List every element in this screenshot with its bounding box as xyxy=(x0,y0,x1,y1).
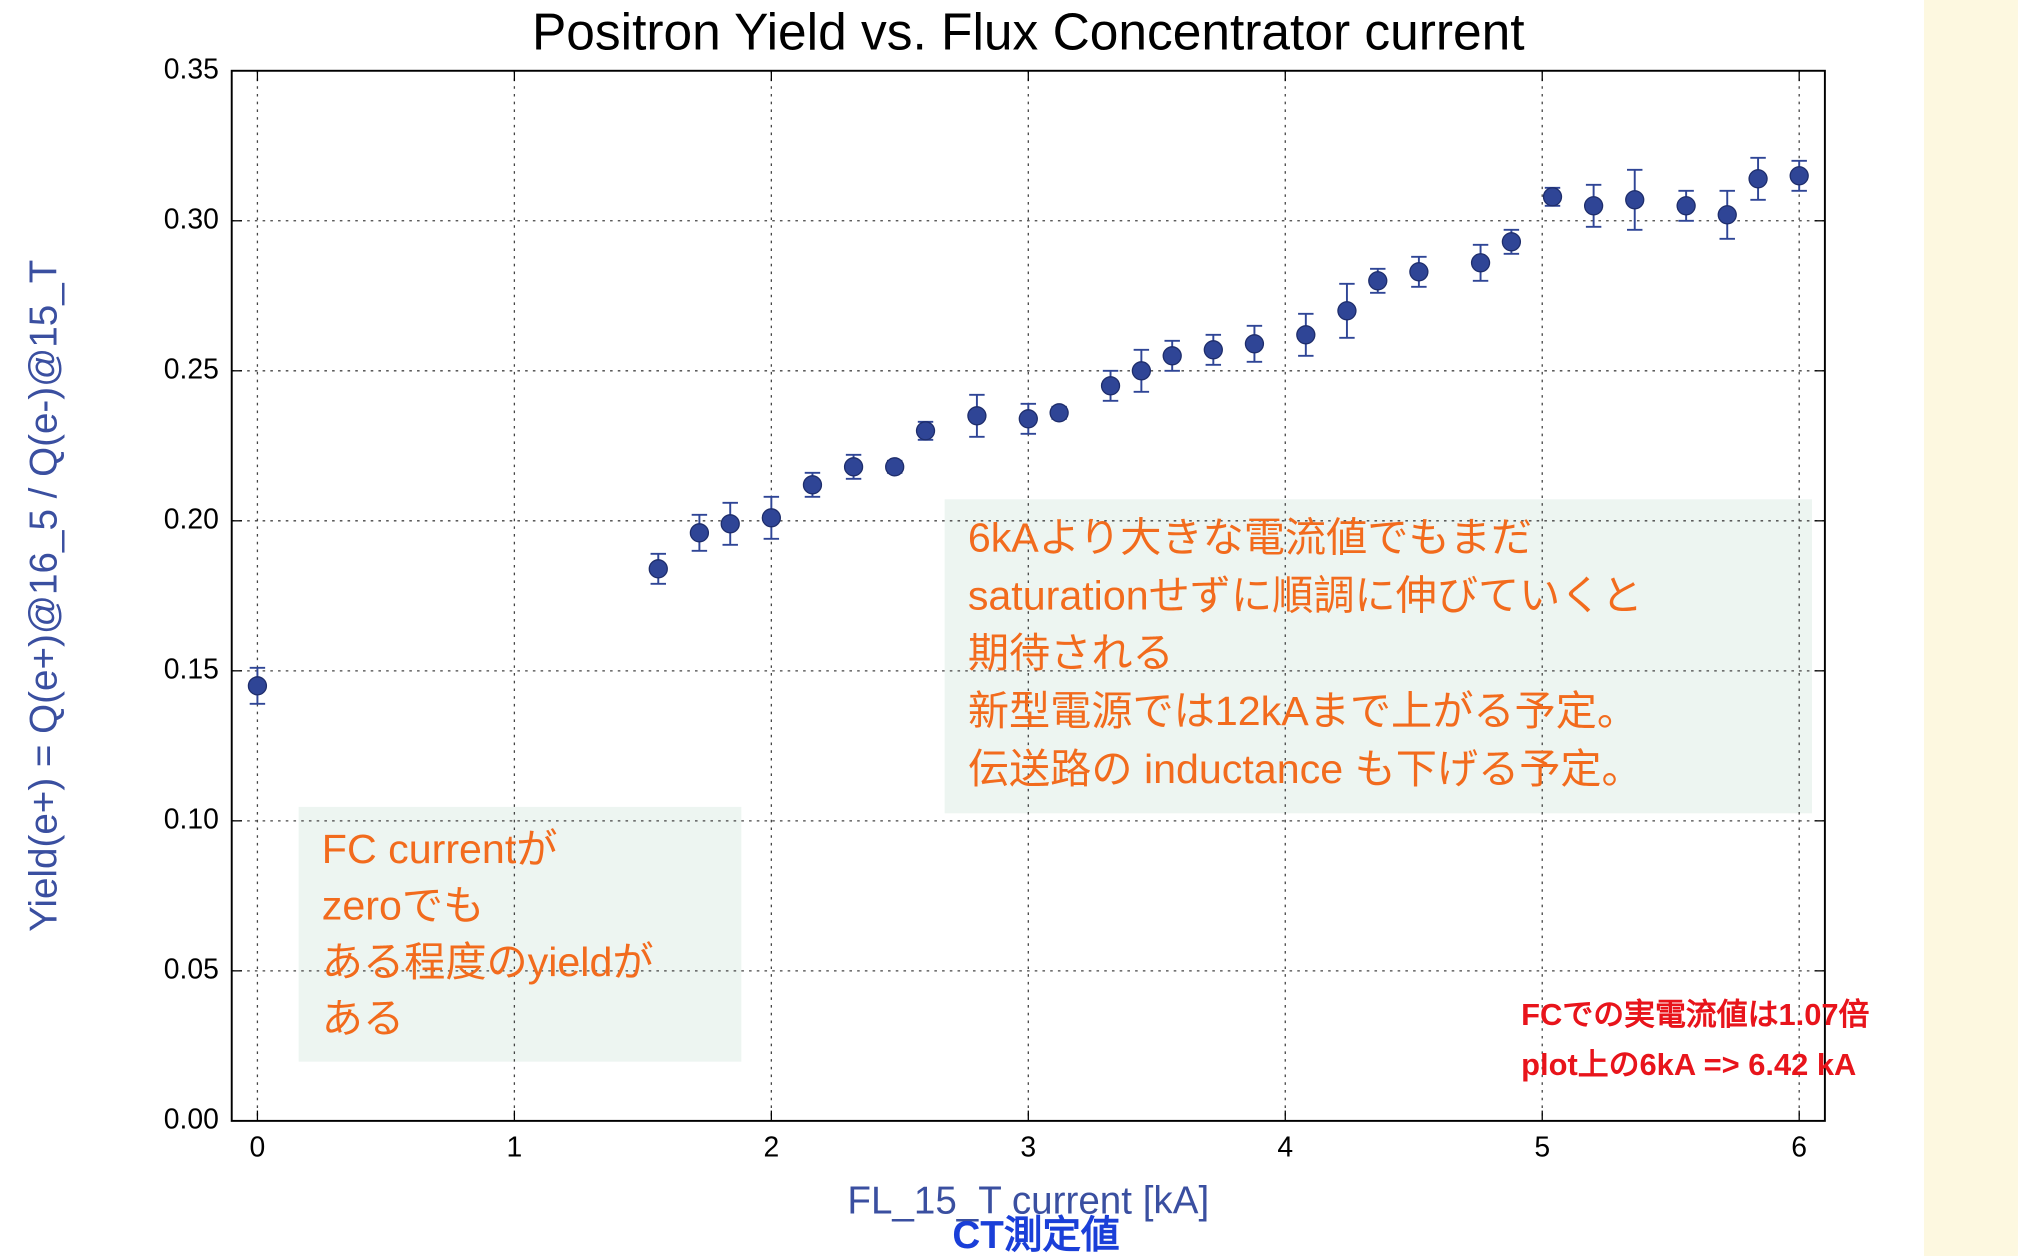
data-point xyxy=(1049,403,1069,423)
data-point xyxy=(1583,196,1604,216)
x-tick-label: 5 xyxy=(1534,1131,1550,1163)
data-point xyxy=(1368,271,1388,291)
data-point xyxy=(1100,376,1121,396)
y-tick-label: 0.15 xyxy=(164,652,219,684)
data-point xyxy=(1470,253,1491,273)
data-point xyxy=(1162,346,1182,366)
side-strip xyxy=(1923,0,2018,1256)
annotation: zeroでも xyxy=(322,882,484,928)
plot-frame xyxy=(230,69,1826,1122)
data-point xyxy=(1748,169,1768,189)
y-tick-label: 0.10 xyxy=(164,802,219,834)
data-point xyxy=(1131,361,1152,381)
data-point xyxy=(1542,187,1563,207)
annotation: 6kAより大きな電流値でもまだ xyxy=(968,514,1532,560)
annotation: plot上の6kA => 6.42 kA xyxy=(1521,1047,1856,1082)
x-tick-label: 2 xyxy=(763,1131,779,1163)
x-tick-label: 6 xyxy=(1791,1131,1807,1163)
annotation: ある xyxy=(322,996,404,1042)
data-point xyxy=(802,475,823,495)
y-tick-label: 0.00 xyxy=(164,1102,219,1134)
data-point xyxy=(1717,205,1737,225)
data-point xyxy=(885,457,905,477)
data-point xyxy=(1625,190,1645,210)
chart-title: Positron Yield vs. Flux Concentrator cur… xyxy=(532,3,1525,61)
annotation-box xyxy=(298,806,742,1062)
data-point xyxy=(1244,334,1265,354)
data-point xyxy=(967,406,987,426)
y-tick-label: 0.20 xyxy=(164,502,219,534)
y-tick-label: 0.05 xyxy=(164,952,219,984)
annotation: saturationせずに順調に伸びていくと xyxy=(968,572,1643,618)
data-point xyxy=(689,523,710,543)
annotation: FCでの実電流値は1.07倍 xyxy=(1521,997,1869,1032)
data-point xyxy=(1676,196,1696,216)
data-point xyxy=(1296,325,1316,345)
annotation: FC currentが xyxy=(322,826,558,872)
data-point xyxy=(1337,301,1357,321)
annotation-box xyxy=(944,499,1813,814)
data-point xyxy=(1501,232,1522,252)
data-point xyxy=(1203,340,1223,360)
data-point xyxy=(247,676,268,696)
data-point xyxy=(1789,166,1809,186)
data-point xyxy=(1409,262,1429,282)
data-point xyxy=(648,559,668,579)
annotation: 伝送路の inductance も下げる予定。 xyxy=(968,746,1643,792)
annotation: ある程度のyieldが xyxy=(322,939,654,985)
x-tick-label: 4 xyxy=(1277,1131,1293,1163)
x-tick-label: 3 xyxy=(1020,1131,1036,1163)
data-point xyxy=(720,514,740,534)
x-tick-label: 0 xyxy=(250,1131,266,1163)
data-point xyxy=(915,421,936,441)
x-tick-label: 1 xyxy=(507,1131,523,1163)
annotation: 新型電源では12kAまで上がる予定。 xyxy=(968,688,1638,734)
y-tick-label: 0.30 xyxy=(164,202,219,234)
data-point xyxy=(1018,409,1038,429)
x-axis-label: FL_15_T current [kA] xyxy=(847,1179,1209,1222)
annotation: CT測定値 xyxy=(952,1214,1119,1256)
annotation: 期待される xyxy=(968,630,1174,676)
y-tick-label: 0.25 xyxy=(164,352,219,384)
data-point xyxy=(843,457,864,477)
y-axis-label: Yield(e+) = Q(e+)@16_5 / Q(e-)@15_T xyxy=(23,260,66,932)
data-point xyxy=(761,508,781,528)
y-tick-label: 0.35 xyxy=(164,52,219,84)
